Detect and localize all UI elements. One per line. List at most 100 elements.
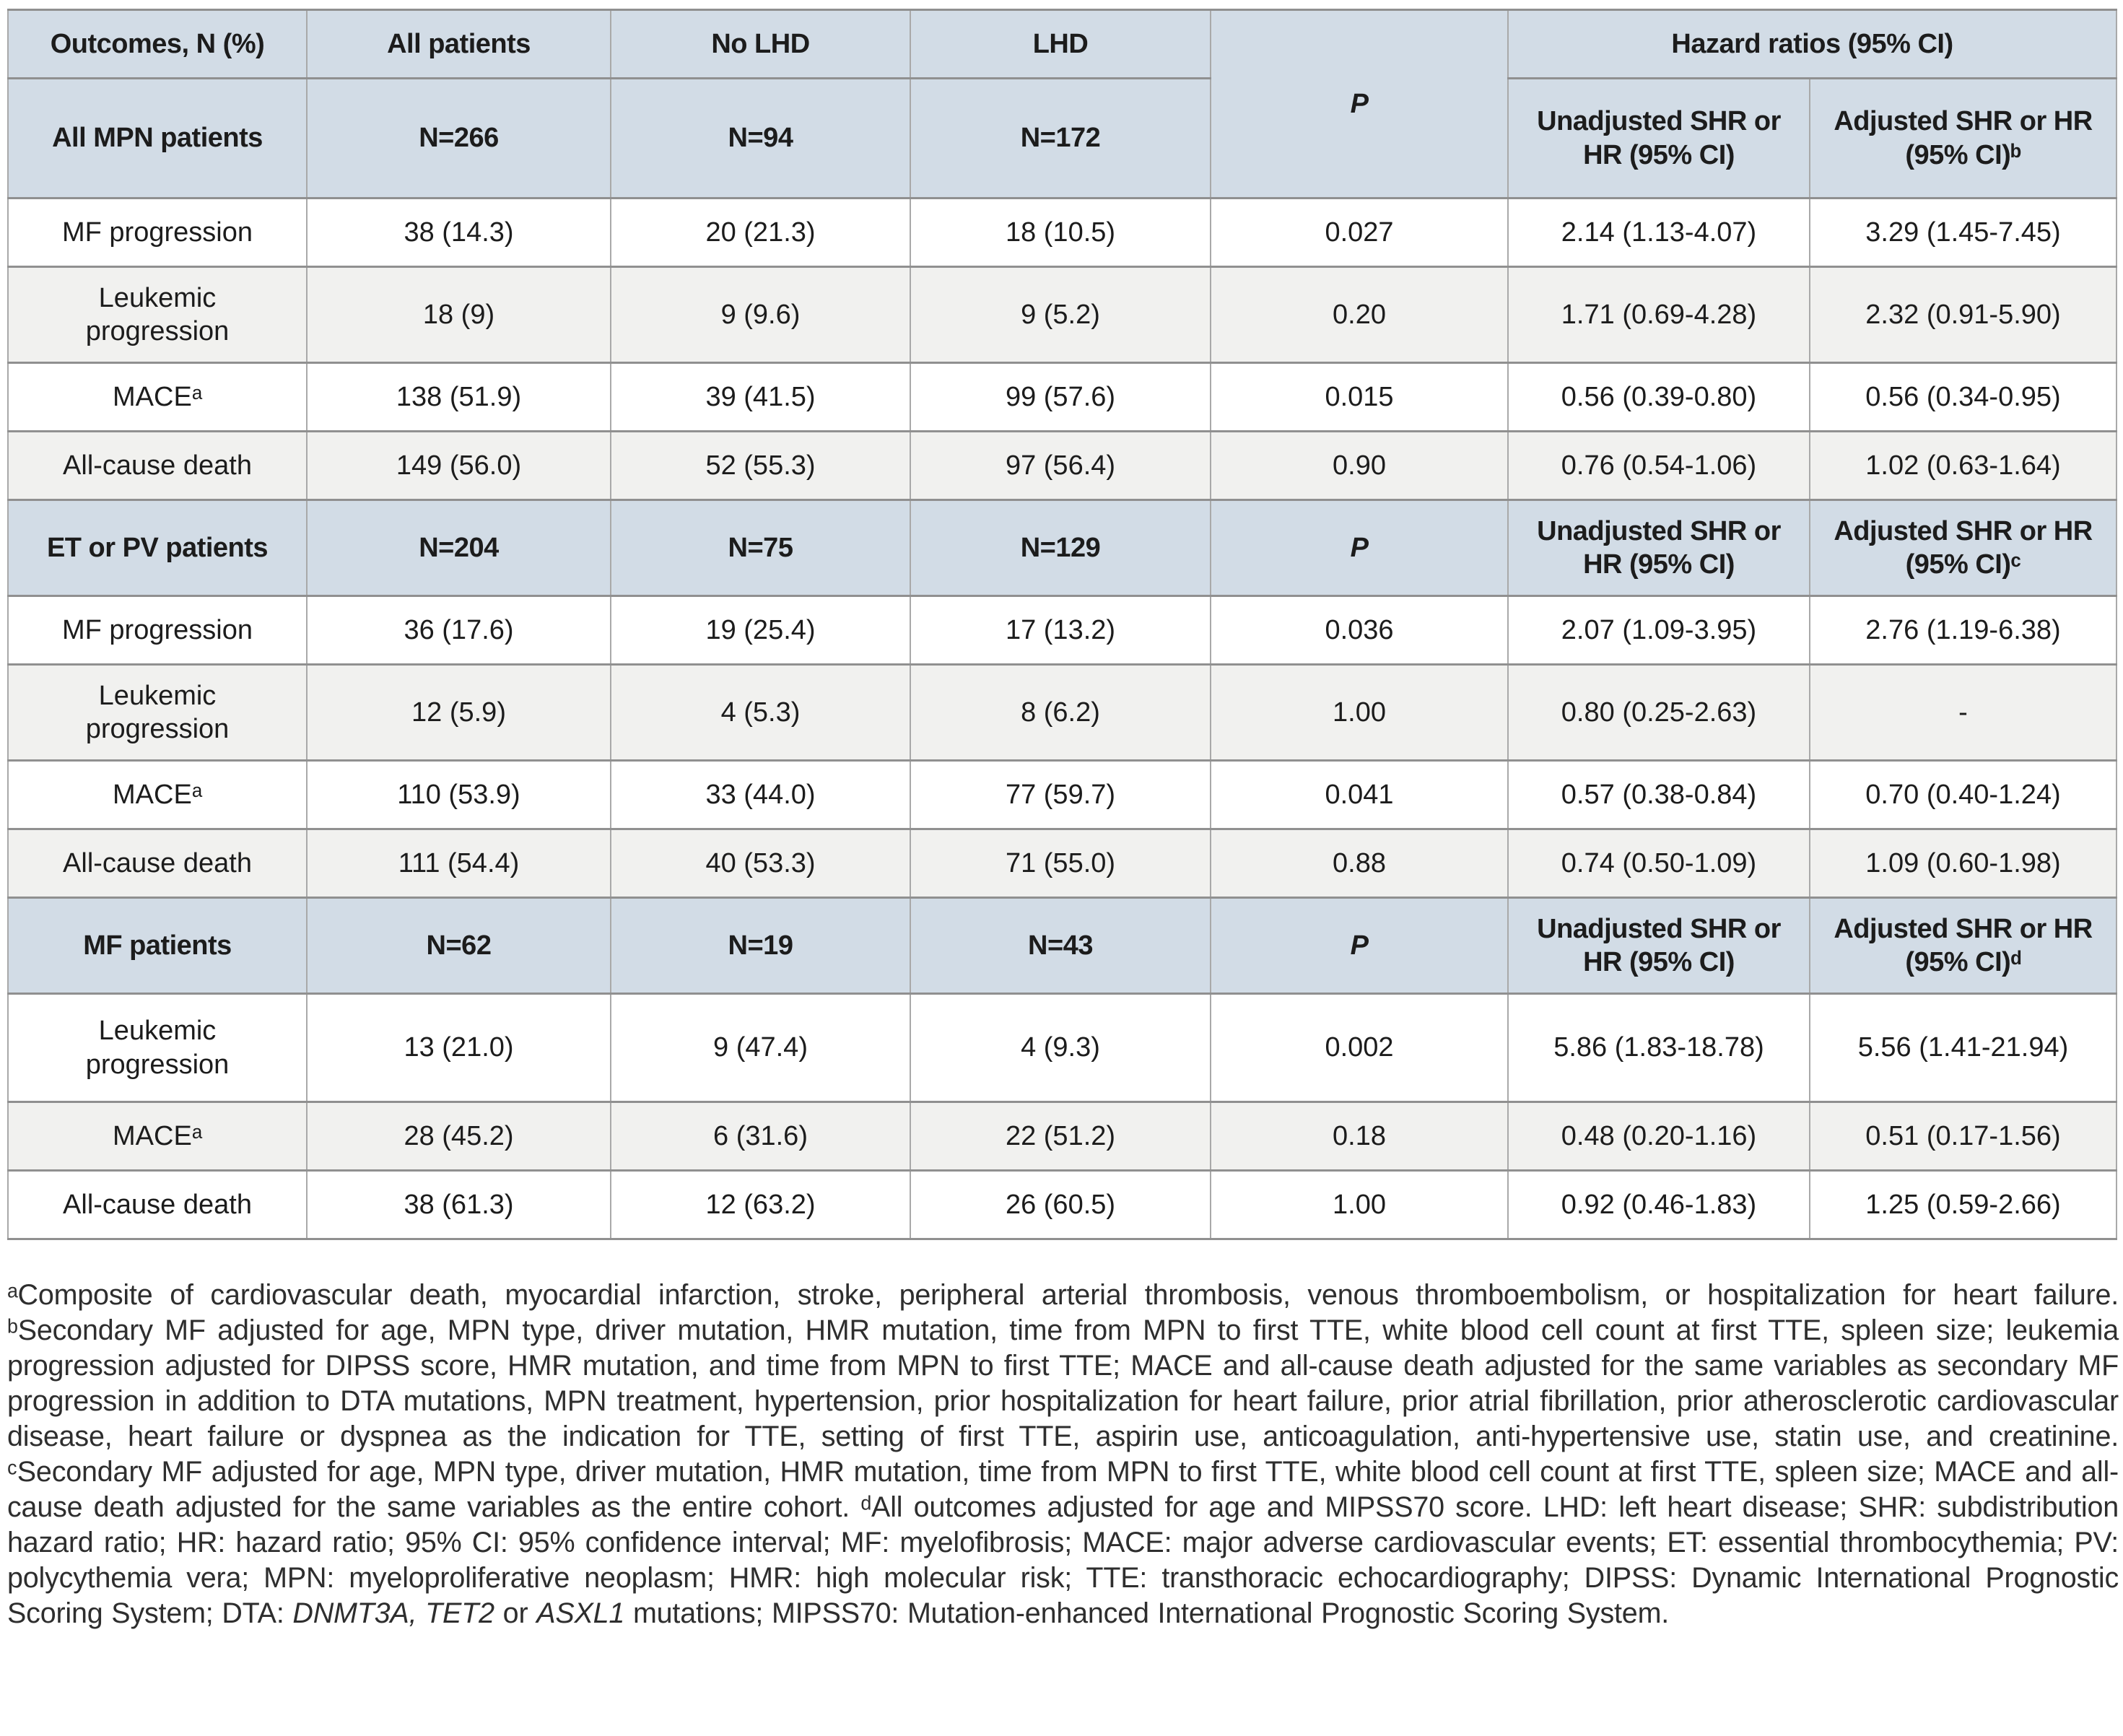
table-row: Leukemic progression 12 (5.9) 4 (5.3) 8 … xyxy=(7,663,2118,762)
section-header-et-pv: ET or PV patients N=204 N=75 N=129 P Una… xyxy=(7,499,2118,597)
table-cell: 4 (9.3) xyxy=(910,993,1211,1103)
section-n-all: N=266 xyxy=(306,77,611,199)
table-cell: 12 (5.9) xyxy=(306,663,611,762)
table-cell: 1.09 (0.60-1.98) xyxy=(1808,828,2118,899)
table-cell: - xyxy=(1808,663,2118,762)
table-cell: 0.041 xyxy=(1210,759,1509,830)
table-cell: 2.14 (1.13-4.07) xyxy=(1507,197,1810,268)
col-header-adjusted: Adjusted SHR or HR (95% CI)ᶜ xyxy=(1808,499,2118,597)
table-cell: 28 (45.2) xyxy=(306,1101,611,1172)
table-cell: 38 (61.3) xyxy=(306,1169,611,1240)
row-label: MF progression xyxy=(7,197,308,268)
table-cell: 5.86 (1.83-18.78) xyxy=(1507,993,1810,1103)
table-cell: 9 (47.4) xyxy=(610,993,911,1103)
table-row: MF progression 38 (14.3) 20 (21.3) 18 (1… xyxy=(7,197,2118,268)
col-header-hazard-ratios: Hazard ratios (95% CI) xyxy=(1507,9,2118,79)
table-cell: 0.76 (0.54-1.06) xyxy=(1507,430,1810,501)
table-cell: 0.015 xyxy=(1210,362,1509,432)
section-n-no-lhd: N=19 xyxy=(610,897,911,995)
table-cell: 38 (14.3) xyxy=(306,197,611,268)
row-label: All-cause death xyxy=(7,1169,308,1240)
table-cell: 6 (31.6) xyxy=(610,1101,911,1172)
table-cell: 0.56 (0.39-0.80) xyxy=(1507,362,1810,432)
table-cell: 19 (25.4) xyxy=(610,595,911,666)
header-row-1: Outcomes, N (%) All patients No LHD LHD … xyxy=(7,9,2118,199)
table-cell: 0.48 (0.20-1.16) xyxy=(1507,1101,1810,1172)
col-header-p: P xyxy=(1210,499,1509,597)
table-cell: 5.56 (1.41-21.94) xyxy=(1808,993,2118,1103)
table-cell: 39 (41.5) xyxy=(610,362,911,432)
section-header-all-mpn: All MPN patients N=266 N=94 N=172 Unadju… xyxy=(7,77,2118,199)
table-row: Leukemic progression 13 (21.0) 9 (47.4) … xyxy=(7,993,2118,1103)
table-cell: 0.002 xyxy=(1210,993,1509,1103)
table-cell: 18 (9) xyxy=(306,266,611,364)
table-cell: 40 (53.3) xyxy=(610,828,911,899)
table-cell: 1.02 (0.63-1.64) xyxy=(1808,430,2118,501)
col-header-outcomes: Outcomes, N (%) xyxy=(7,9,308,79)
table-cell: 0.74 (0.50-1.09) xyxy=(1507,828,1810,899)
table-cell: 12 (63.2) xyxy=(610,1169,911,1240)
outcomes-table: Outcomes, N (%) All patients No LHD LHD … xyxy=(7,9,2118,1240)
table-row: Leukemic progression 18 (9) 9 (9.6) 9 (5… xyxy=(7,266,2118,364)
col-header-adjusted: Adjusted SHR or HR (95% CI)ᵈ xyxy=(1808,897,2118,995)
table-cell: 0.18 xyxy=(1210,1101,1509,1172)
row-label: MACEᵃ xyxy=(7,362,308,432)
row-label: Leukemic progression xyxy=(7,993,308,1103)
section-n-lhd: N=43 xyxy=(910,897,1211,995)
table-cell: 0.80 (0.25-2.63) xyxy=(1507,663,1810,762)
table-row: MACEᵃ 138 (51.9) 39 (41.5) 99 (57.6) 0.0… xyxy=(7,362,2118,432)
row-label: Leukemic progression xyxy=(7,266,308,364)
table-row: MACEᵃ 110 (53.9) 33 (44.0) 77 (59.7) 0.0… xyxy=(7,759,2118,830)
table-cell: 2.32 (0.91-5.90) xyxy=(1808,266,2118,364)
table-cell: 1.71 (0.69-4.28) xyxy=(1507,266,1810,364)
table-cell: 1.00 xyxy=(1210,1169,1509,1240)
table-footnote: ᵃComposite of cardiovascular death, myoc… xyxy=(7,1279,2119,1629)
section-header-mf: MF patients N=62 N=19 N=43 P Unadjusted … xyxy=(7,897,2118,995)
table-cell: 36 (17.6) xyxy=(306,595,611,666)
table-cell: 77 (59.7) xyxy=(910,759,1211,830)
col-header-all-patients: All patients xyxy=(306,9,611,79)
table-cell: 0.57 (0.38-0.84) xyxy=(1507,759,1810,830)
table-cell: 9 (5.2) xyxy=(910,266,1211,364)
row-label: All-cause death xyxy=(7,430,308,501)
table-cell: 0.027 xyxy=(1210,197,1509,268)
table-cell: 71 (55.0) xyxy=(910,828,1211,899)
section-label: All MPN patients xyxy=(7,77,308,199)
table-cell: 4 (5.3) xyxy=(610,663,911,762)
table-cell: 17 (13.2) xyxy=(910,595,1211,666)
row-label: Leukemic progression xyxy=(7,663,308,762)
table-cell: 138 (51.9) xyxy=(306,362,611,432)
section-n-lhd: N=129 xyxy=(910,499,1211,597)
section-n-all: N=62 xyxy=(306,897,611,995)
col-header-adjusted: Adjusted SHR or HR (95% CI)ᵇ xyxy=(1808,77,2118,199)
table-cell: 1.00 xyxy=(1210,663,1509,762)
table-cell: 33 (44.0) xyxy=(610,759,911,830)
section-label: ET or PV patients xyxy=(7,499,308,597)
table-cell: 52 (55.3) xyxy=(610,430,911,501)
table-cell: 13 (21.0) xyxy=(306,993,611,1103)
table-row: All-cause death 38 (61.3) 12 (63.2) 26 (… xyxy=(7,1169,2118,1240)
section-n-no-lhd: N=75 xyxy=(610,499,911,597)
table-cell: 20 (21.3) xyxy=(610,197,911,268)
table-cell: 111 (54.4) xyxy=(306,828,611,899)
table-cell: 97 (56.4) xyxy=(910,430,1211,501)
table-cell: 0.56 (0.34-0.95) xyxy=(1808,362,2118,432)
table-cell: 0.20 xyxy=(1210,266,1509,364)
row-label-text: Leukemic progression xyxy=(85,282,230,346)
table-cell: 149 (56.0) xyxy=(306,430,611,501)
table-row: MACEᵃ 28 (45.2) 6 (31.6) 22 (51.2) 0.18 … xyxy=(7,1101,2118,1172)
table-cell: 0.51 (0.17-1.56) xyxy=(1808,1101,2118,1172)
section-n-all: N=204 xyxy=(306,499,611,597)
table-cell: 99 (57.6) xyxy=(910,362,1211,432)
table-row: MF progression 36 (17.6) 19 (25.4) 17 (1… xyxy=(7,595,2118,666)
table-cell: 0.70 (0.40-1.24) xyxy=(1808,759,2118,830)
col-header-p: P xyxy=(1210,9,1509,199)
table-row: All-cause death 111 (54.4) 40 (53.3) 71 … xyxy=(7,828,2118,899)
table-cell: 2.07 (1.09-3.95) xyxy=(1507,595,1810,666)
table-cell: 8 (6.2) xyxy=(910,663,1211,762)
row-label: All-cause death xyxy=(7,828,308,899)
row-label: MACEᵃ xyxy=(7,759,308,830)
section-n-no-lhd: N=94 xyxy=(610,77,911,199)
table-cell: 1.25 (0.59-2.66) xyxy=(1808,1169,2118,1240)
table-cell: 2.76 (1.19-6.38) xyxy=(1808,595,2118,666)
